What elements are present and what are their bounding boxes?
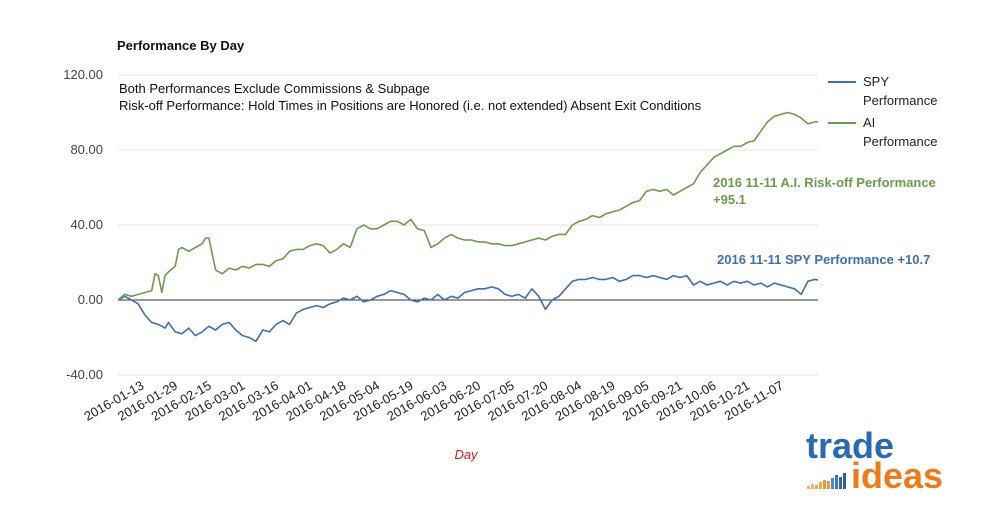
y-tick-label: -40.00 bbox=[66, 367, 103, 382]
legend-label-spy-2: Performance bbox=[863, 93, 937, 108]
logo-bar bbox=[811, 484, 814, 489]
y-tick-label: 0.00 bbox=[78, 292, 103, 307]
y-tick-label: 120.00 bbox=[63, 67, 103, 82]
logo-word-ideas: ideas bbox=[851, 455, 943, 496]
logo-bar bbox=[827, 481, 830, 489]
logo-bar bbox=[815, 485, 818, 489]
series-line-ai[interactable] bbox=[117, 111, 819, 301]
annotation-spy-line-1: 2016 11-11 SPY Performance +10.7 bbox=[717, 252, 930, 267]
annotation-ai-line-1: 2016 11-11 A.I. Risk-off Performance bbox=[713, 175, 936, 190]
legend-label-ai-1: AI bbox=[863, 115, 875, 130]
chart-title: Performance By Day bbox=[117, 38, 245, 53]
subtitle-line-1: Both Performances Exclude Commissions & … bbox=[119, 81, 430, 96]
series-line-spy[interactable] bbox=[117, 274, 819, 343]
logo-bar bbox=[835, 475, 838, 489]
logo-bar bbox=[819, 482, 822, 489]
x-axis-ticks: 2016-01-132016-01-292016-02-152016-03-01… bbox=[81, 378, 786, 424]
y-tick-label: 80.00 bbox=[70, 142, 103, 157]
logo-bar bbox=[807, 486, 810, 489]
logo-bars-icon bbox=[807, 473, 846, 489]
gridlines bbox=[118, 74, 818, 376]
logo-bar bbox=[843, 473, 846, 489]
y-tick-label: 40.00 bbox=[70, 217, 103, 232]
x-axis-label: Day bbox=[454, 447, 479, 462]
legend[interactable]: SPY Performance AI Performance bbox=[828, 74, 937, 149]
logo-bar bbox=[823, 480, 826, 489]
logo-bar bbox=[839, 477, 842, 489]
trade-ideas-logo: trade ideas bbox=[806, 425, 943, 496]
logo-word-trade: trade bbox=[806, 425, 894, 466]
subtitle-line-2: Risk-off Performance: Hold Times in Posi… bbox=[119, 98, 702, 113]
legend-label-ai-2: Performance bbox=[863, 134, 937, 149]
annotation-ai-line-2: +95.1 bbox=[713, 192, 746, 207]
logo-bar bbox=[831, 478, 834, 489]
legend-label-spy-1: SPY bbox=[863, 74, 889, 89]
series-lines bbox=[117, 111, 819, 343]
y-axis-ticks: -40.00 0.00 40.00 80.00 120.00 bbox=[63, 67, 103, 382]
